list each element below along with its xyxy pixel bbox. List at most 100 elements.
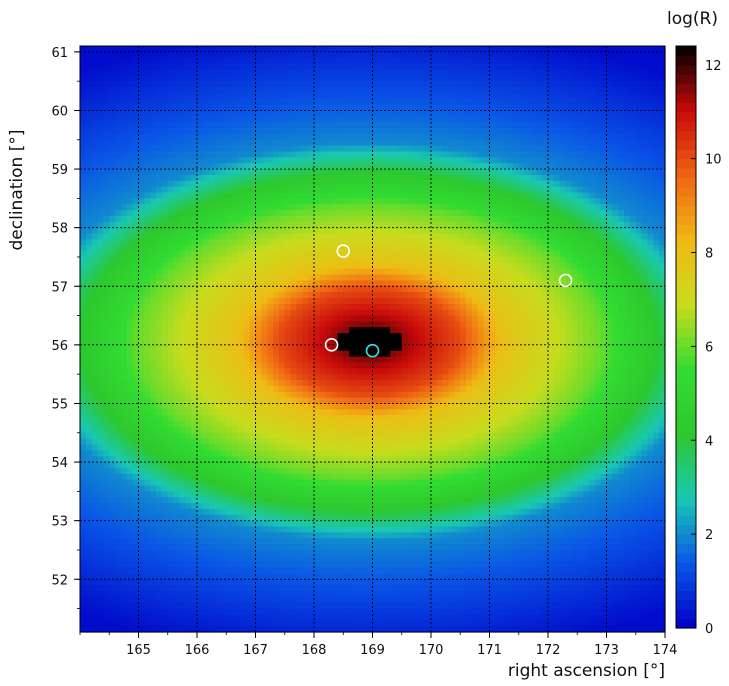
heatmap-cell	[144, 362, 151, 369]
heatmap-cell	[232, 239, 239, 246]
heatmap-cell	[126, 180, 134, 188]
heatmap-cell	[144, 485, 151, 492]
heatmap-cell	[325, 215, 333, 223]
heatmap-cell	[273, 567, 280, 574]
heatmap-cell	[273, 344, 280, 352]
heatmap-cell	[319, 215, 327, 223]
heatmap-cell	[343, 350, 350, 358]
heatmap-cell	[278, 233, 286, 240]
heatmap-cell	[173, 69, 181, 76]
heatmap-cell	[132, 444, 140, 451]
heatmap-cell	[302, 567, 309, 574]
heatmap-cell	[126, 98, 134, 106]
heatmap-cell	[319, 274, 327, 281]
heatmap-cell	[232, 526, 239, 533]
heatmap-cell	[319, 180, 327, 188]
heatmap-cell	[360, 532, 368, 539]
heatmap-cell	[220, 51, 227, 59]
heatmap-cell	[197, 139, 204, 147]
heatmap-cell	[343, 508, 350, 516]
heatmap-cell	[132, 350, 140, 358]
heatmap-cell	[261, 520, 268, 528]
heatmap-cell	[284, 210, 292, 217]
heatmap-cell	[197, 514, 204, 522]
heatmap-cell	[354, 186, 362, 194]
heatmap-cell	[132, 274, 140, 281]
heatmap-cell	[150, 585, 157, 592]
heatmap-cell	[273, 561, 280, 569]
heatmap-cell	[267, 151, 274, 158]
heatmap-cell	[179, 485, 186, 492]
heatmap-cell	[103, 602, 110, 610]
heatmap-cell	[325, 520, 333, 528]
heatmap-cell	[80, 467, 87, 475]
heatmap-cell	[296, 602, 303, 610]
heatmap-cell	[360, 133, 368, 141]
heatmap-cell	[290, 462, 298, 469]
heatmap-cell	[103, 544, 110, 551]
heatmap-cell	[91, 579, 99, 586]
heatmap-cell	[173, 368, 181, 375]
heatmap-cell	[337, 116, 344, 123]
heatmap-cell	[167, 239, 175, 246]
heatmap-cell	[284, 262, 292, 270]
heatmap-cell	[296, 485, 303, 492]
heatmap-cell	[243, 192, 251, 199]
heatmap-cell	[237, 215, 245, 223]
heatmap-cell	[296, 520, 303, 528]
heatmap-cell	[249, 526, 257, 533]
heatmap-cell	[343, 280, 350, 287]
heatmap-cell	[161, 169, 169, 176]
heatmap-cell	[290, 51, 298, 59]
heatmap-cell	[126, 508, 134, 516]
heatmap-cell	[115, 81, 122, 88]
heatmap-cell	[237, 69, 245, 76]
heatmap-cell	[91, 514, 99, 522]
heatmap-cell	[156, 198, 163, 205]
heatmap-cell	[354, 227, 362, 235]
heatmap-cell	[325, 87, 333, 94]
heatmap-cell	[197, 532, 204, 539]
heatmap-cell	[349, 321, 356, 328]
heatmap-cell	[185, 180, 192, 188]
heatmap-cell	[150, 163, 157, 170]
heatmap-cell	[337, 374, 344, 381]
heatmap-cell	[261, 128, 268, 135]
heatmap-cell	[331, 81, 338, 88]
heatmap-cell	[349, 350, 356, 358]
heatmap-cell	[319, 280, 327, 287]
heatmap-cell	[278, 186, 286, 194]
heatmap-cell	[349, 262, 356, 270]
heatmap-cell	[290, 590, 298, 598]
heatmap-cell	[226, 438, 233, 446]
heatmap-cell	[319, 362, 327, 369]
heatmap-cell	[103, 567, 110, 574]
heatmap-cell	[167, 403, 175, 410]
heatmap-cell	[126, 292, 134, 299]
heatmap-cell	[273, 157, 280, 164]
heatmap-cell	[161, 309, 169, 317]
heatmap-cell	[302, 215, 309, 223]
heatmap-cell	[366, 456, 374, 463]
heatmap-cell	[278, 602, 286, 610]
heatmap-cell	[337, 426, 344, 434]
heatmap-cell	[366, 309, 374, 317]
heatmap-cell	[197, 590, 204, 598]
heatmap-cell	[185, 163, 192, 170]
heatmap-cell	[85, 333, 93, 340]
heatmap-cell	[261, 157, 268, 164]
heatmap-cell	[290, 128, 298, 135]
heatmap-cell	[331, 46, 338, 53]
heatmap-cell	[255, 579, 262, 586]
heatmap-cell	[208, 368, 216, 375]
heatmap-cell	[290, 75, 298, 82]
heatmap-cell	[103, 456, 110, 463]
heatmap-cell	[179, 538, 186, 545]
heatmap-cell	[120, 526, 128, 533]
heatmap-cell	[349, 133, 356, 141]
heatmap-cell	[366, 174, 374, 182]
heatmap-cell	[314, 479, 321, 487]
heatmap-cell	[284, 198, 292, 205]
heatmap-cell	[179, 280, 186, 287]
heatmap-cell	[126, 174, 134, 182]
